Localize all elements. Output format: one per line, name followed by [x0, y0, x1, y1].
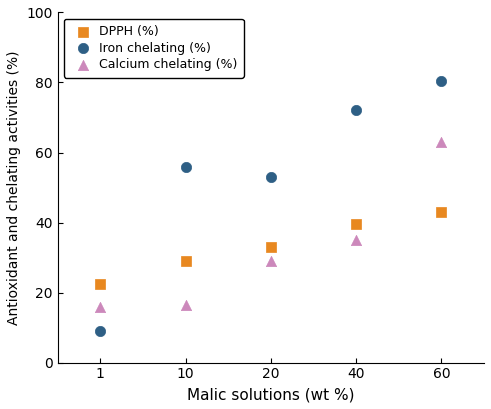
- DPPH (%): [96, 281, 104, 287]
- Y-axis label: Antioxidant and chelating activities (%): Antioxidant and chelating activities (%): [7, 50, 21, 325]
- Calcium chelating (%): [96, 303, 104, 310]
- Iron chelating (%): [437, 77, 445, 84]
- Iron chelating (%): [267, 174, 275, 180]
- Calcium chelating (%): [182, 301, 190, 308]
- X-axis label: Malic solutions (wt %): Malic solutions (wt %): [187, 387, 355, 402]
- Iron chelating (%): [96, 328, 104, 335]
- Calcium chelating (%): [352, 237, 360, 243]
- DPPH (%): [352, 221, 360, 227]
- DPPH (%): [182, 258, 190, 264]
- Calcium chelating (%): [267, 258, 275, 264]
- Iron chelating (%): [182, 163, 190, 170]
- DPPH (%): [267, 244, 275, 250]
- DPPH (%): [437, 209, 445, 215]
- Iron chelating (%): [352, 107, 360, 114]
- Legend: DPPH (%), Iron chelating (%), Calcium chelating (%): DPPH (%), Iron chelating (%), Calcium ch…: [64, 19, 244, 78]
- Calcium chelating (%): [437, 139, 445, 145]
